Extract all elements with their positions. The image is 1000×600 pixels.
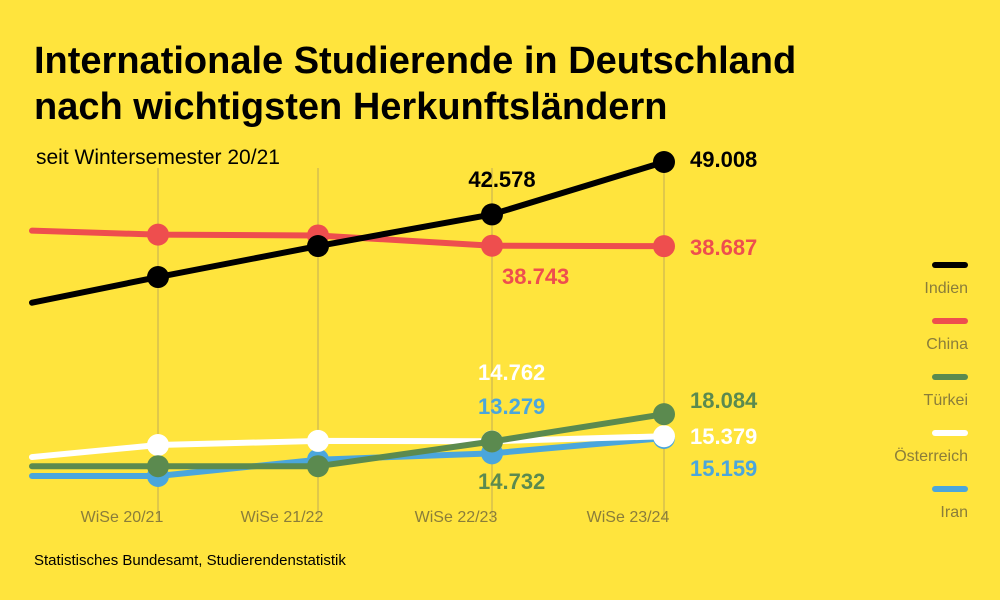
point-oesterreich-2 — [307, 429, 329, 452]
x-tick-label: WiSe 22/23 — [415, 509, 498, 526]
point-oesterreich-4 — [653, 425, 675, 448]
legend: Indien China Türkei Österreich Iran — [894, 262, 980, 542]
x-tick-label: WiSe 21/22 — [241, 509, 324, 526]
point-china-3 — [481, 234, 503, 257]
legend-label: Indien — [924, 280, 968, 297]
legend-swatch — [932, 486, 968, 492]
data-label-iran-3: 13.279 — [478, 394, 545, 419]
data-label-china-3: 38.743 — [502, 264, 569, 289]
point-indien-3 — [481, 203, 503, 226]
chart-subtitle: seit Wintersemester 20/21 — [36, 146, 280, 169]
legend-swatch — [932, 430, 968, 436]
data-label-tuerkei-3: 14.732 — [478, 469, 545, 494]
data-label-china-4: 38.687 — [690, 235, 757, 260]
legend-item-china: China — [900, 318, 980, 374]
x-tick-label: WiSe 20/21 — [81, 509, 164, 526]
data-label-indien-3: 42.578 — [468, 167, 535, 192]
data-label-iran-4: 15.159 — [690, 456, 757, 481]
legend-label: Türkei — [923, 392, 968, 409]
point-china-1 — [147, 223, 169, 246]
legend-item-indien: Indien — [900, 262, 980, 318]
point-tuerkei-4 — [653, 403, 675, 426]
point-indien-1 — [147, 266, 169, 289]
point-tuerkei-3 — [481, 430, 503, 453]
legend-item-iran: Iran — [900, 486, 980, 542]
legend-swatch — [932, 318, 968, 324]
point-tuerkei-1 — [147, 455, 169, 478]
legend-label: Iran — [940, 504, 968, 521]
data-label-oesterreich-3: 14.762 — [478, 360, 545, 385]
point-indien-4 — [653, 151, 675, 173]
legend-swatch — [932, 374, 968, 380]
point-china-4 — [653, 235, 675, 258]
legend-item-oesterreich: Österreich — [894, 430, 980, 486]
point-indien-2 — [307, 235, 329, 258]
title-line-1: Internationale Studierende in Deutschlan… — [34, 40, 797, 82]
title-line-2: nach wichtigsten Herkunftsländern — [34, 86, 668, 128]
legend-item-tuerkei: Türkei — [900, 374, 980, 430]
data-label-oesterreich-4: 15.379 — [690, 424, 757, 449]
legend-swatch — [932, 262, 968, 268]
legend-label: Österreich — [894, 448, 968, 465]
data-label-indien-4: 49.008 — [690, 147, 757, 172]
legend-label: China — [926, 336, 968, 353]
data-label-tuerkei-4: 18.084 — [690, 388, 758, 413]
source-note: Statistisches Bundesamt, Studierendensta… — [34, 552, 346, 569]
chart-title: Internationale Studierende in Deutschlan… — [34, 38, 934, 130]
point-tuerkei-2 — [307, 455, 329, 478]
point-oesterreich-1 — [147, 434, 169, 457]
x-tick-label: WiSe 23/24 — [587, 509, 670, 526]
